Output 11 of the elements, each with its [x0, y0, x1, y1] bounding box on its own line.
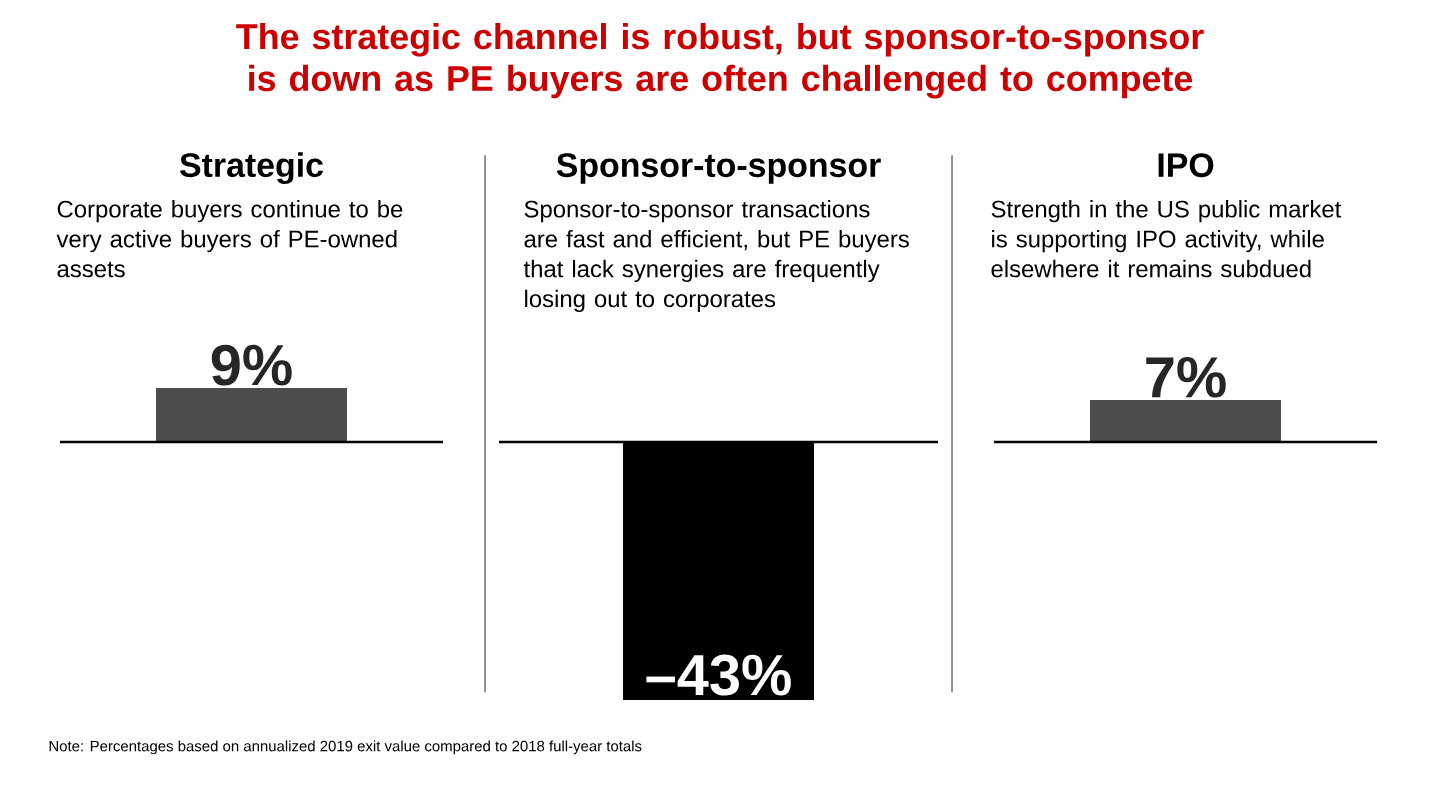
text: Sponsor-to-sponsor transactions are fast and efficient, but PE buyers that lack synergies are frequently losing out to corporates — [523, 200, 909, 312]
text: Strength in the US public market is supporting IPO activity, while elsewhere it remains subdued — [991, 200, 1342, 278]
text: Note: Percentages based on annualized 2019 exit value compared to 2018 full-year totals — [49, 740, 642, 755]
data-label: –43% — [646, 654, 791, 696]
x-tick-label: Strategic — [180, 152, 323, 184]
x-tick-label: Sponsor-to-sponsor — [556, 153, 881, 184]
chart-title: The strategic channel is robust, but sponsor-to-sponsor is down as PE buyers are often challenged to compete — [236, 23, 1204, 99]
text: Corporate buyers continue to be very active buyers of PE-owned assets — [56, 200, 403, 278]
data-label: 9% — [211, 344, 292, 386]
data-label: 7% — [1146, 356, 1226, 398]
x-tick-label: IPO — [1158, 153, 1214, 178]
